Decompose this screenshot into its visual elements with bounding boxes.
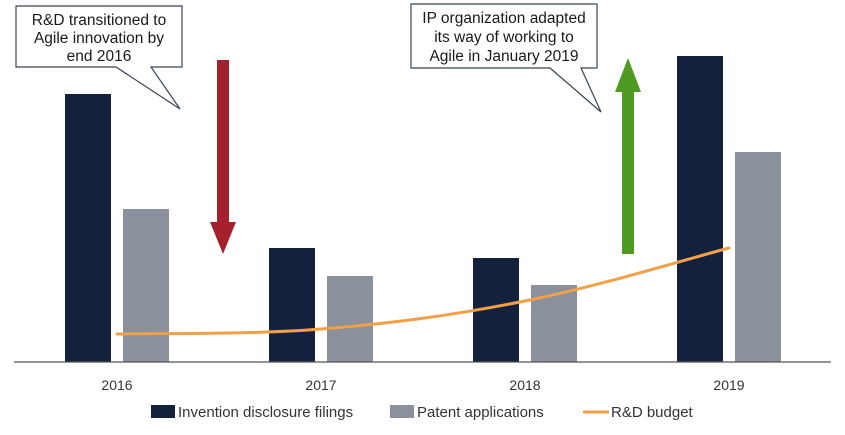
bar-invention-disclosure-filings-2017: [269, 248, 315, 362]
callout-agile-innovation-line-3: end 2016: [67, 48, 132, 65]
x-tick-label-2017: 2017: [305, 377, 336, 393]
bar-patent-applications-2016: [123, 209, 169, 362]
legend-label-rd-budget: R&D budget: [611, 404, 694, 421]
bars-layer: [65, 56, 781, 362]
up-arrow-icon: [615, 58, 641, 254]
bar-invention-disclosure-filings-2019: [677, 56, 723, 362]
callout-agile-innovation: R&D transitioned to Agile innovation by …: [15, 5, 183, 110]
bar-patent-applications-2017: [327, 276, 373, 362]
legend: Invention disclosure filings Patent appl…: [151, 404, 694, 421]
x-tick-label-2016: 2016: [101, 377, 132, 393]
legend-swatch-invention-disclosure-filings: [151, 405, 175, 418]
callout-ip-organization-line-1: IP organization adapted: [422, 10, 585, 27]
x-tick-labels: 2016 2017 2018 2019: [101, 377, 744, 393]
callout-ip-organization-line-3: Agile in January 2019: [429, 48, 578, 65]
legend-label-patent-applications: Patent applications: [417, 404, 544, 421]
bar-invention-disclosure-filings-2016: [65, 94, 111, 362]
line-layer: [115, 246, 731, 336]
x-tick-label-2018: 2018: [509, 377, 540, 393]
callout-agile-innovation-line-2: Agile innovation by: [34, 30, 164, 47]
callout-ip-organization-line-2: its way of working to: [434, 29, 574, 46]
down-arrow-icon: [210, 60, 236, 254]
legend-label-invention-disclosure-filings: Invention disclosure filings: [178, 404, 353, 421]
legend-swatch-patent-applications: [390, 405, 414, 418]
callout-agile-innovation-line-1: R&D transitioned to: [32, 12, 166, 29]
line-r-d-budget: [115, 246, 731, 336]
callout-ip-organization: IP organization adapted its way of worki…: [410, 3, 602, 113]
x-tick-label-2019: 2019: [713, 377, 744, 393]
bar-patent-applications-2018: [531, 285, 577, 362]
bar-patent-applications-2019: [735, 152, 781, 362]
